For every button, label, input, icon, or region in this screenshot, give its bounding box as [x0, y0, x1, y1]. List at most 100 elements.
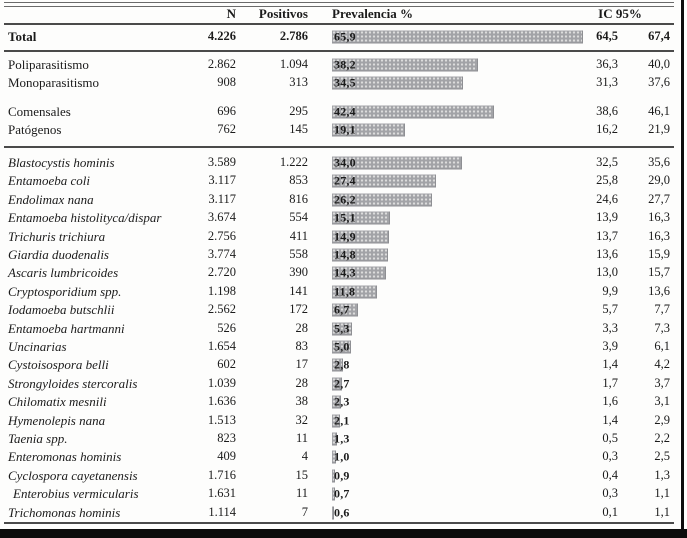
row-label: Enteromonas hominis	[8, 449, 122, 464]
ic-high-value: 29,0	[648, 173, 670, 187]
prevalence-value: 27,4	[334, 173, 356, 187]
positivos-value: 172	[289, 302, 308, 316]
ic-high-value: 35,6	[648, 155, 670, 169]
positivos-value: 32	[295, 413, 309, 427]
row-label: Monoparasitismo	[8, 75, 99, 90]
prevalence-value: 2,8	[334, 357, 350, 371]
positivos-value: 816	[289, 192, 308, 206]
positivos-value: 390	[289, 265, 308, 279]
prevalence-bar-area: 0,9	[332, 466, 594, 485]
ic-low-value: 13,7	[596, 229, 618, 243]
row-label: Cystoisospora belli	[8, 357, 109, 372]
column-header-positivos: Positivos	[258, 6, 308, 21]
prevalence-bar	[332, 303, 358, 316]
table-row: Cystoisospora belli 602 17 2,8 1,4 4,2	[0, 355, 687, 374]
ic-low-value: 1,4	[602, 357, 618, 371]
ic-high-value: 40,0	[648, 57, 670, 71]
ic-high-value: 16,3	[648, 229, 670, 243]
ic-low-value: 25,8	[596, 173, 618, 187]
n-value: 823	[217, 431, 236, 445]
ic-low-value: 3,3	[602, 321, 618, 335]
prevalence-bar	[332, 123, 405, 136]
ic-high-value: 3,7	[654, 376, 670, 390]
table-row: Entamoeba hartmanni 526 28 5,3 3,3 7,3	[0, 319, 687, 338]
prevalence-value: 2,3	[334, 394, 350, 408]
n-value: 908	[217, 75, 236, 89]
n-value: 1.716	[207, 468, 236, 482]
total-rule	[4, 50, 674, 52]
table-row: Monoparasitismo 908 313 34,5 31,3 37,6	[0, 73, 687, 92]
n-value: 696	[217, 104, 236, 118]
n-value: 2.562	[207, 302, 236, 316]
ic-low-value: 13,6	[596, 247, 618, 261]
prevalence-bar-area: 0,7	[332, 484, 594, 503]
row-label: Cyclospora cayetanensis	[8, 468, 138, 483]
positivos-value: 4	[301, 449, 308, 463]
ic-low-value: 3,9	[602, 339, 618, 353]
row-label: Endolimax nana	[8, 192, 94, 207]
positivos-value: 11	[295, 431, 308, 445]
ic-low-value: 1,4	[602, 413, 618, 427]
row-label: Total	[8, 29, 37, 44]
prevalence-bar	[332, 248, 388, 261]
prevalence-bar	[332, 432, 337, 445]
n-value: 2.862	[207, 57, 236, 71]
row-label: Cryptosporidium spp.	[8, 284, 122, 299]
ic-low-value: 13,0	[596, 265, 618, 279]
prevalence-value: 19,1	[334, 122, 356, 136]
ic-high-value: 6,1	[654, 339, 670, 353]
ic-low-value: 31,3	[596, 75, 618, 89]
table-row: Patógenos 762 145 19,1 16,2 21,9	[0, 120, 687, 139]
n-value: 3.589	[207, 155, 236, 169]
prevalence-bar-area: 14,3	[332, 263, 594, 282]
prevalence-bar-area: 19,1	[332, 120, 594, 139]
top-rule-2	[4, 6, 674, 7]
ic-low-value: 9,9	[602, 284, 618, 298]
row-label: Entamoeba hartmanni	[8, 321, 125, 336]
prevalence-bar	[332, 377, 342, 390]
prevalence-bar	[332, 105, 494, 118]
ic-high-value: 21,9	[648, 122, 670, 136]
ic-low-value: 64,5	[596, 29, 618, 43]
prevalence-bar-area: 65,9	[332, 27, 594, 46]
prevalence-bar	[332, 395, 341, 408]
header-rule	[4, 23, 674, 25]
ic-high-value: 27,7	[648, 192, 670, 206]
prevalence-value: 1,3	[334, 431, 350, 445]
ic-high-value: 15,7	[648, 265, 670, 279]
n-value: 526	[217, 321, 236, 335]
positivos-value: 141	[289, 284, 308, 298]
ic-low-value: 0,3	[602, 486, 618, 500]
prevalence-bar	[332, 414, 340, 427]
n-value: 602	[217, 357, 236, 371]
prevalence-value: 11,8	[334, 284, 356, 298]
prevalence-value: 2,7	[334, 376, 350, 390]
table-row: Chilomatix mesnili 1.636 38 2,3 1,6 3,1	[0, 392, 687, 411]
ic-high-value: 67,4	[648, 29, 670, 43]
positivos-value: 11	[295, 486, 308, 500]
prevalence-bar	[332, 450, 336, 463]
row-label: Comensales	[8, 104, 71, 119]
table-row: Entamoeba histolityca/dispar 3.674 554 1…	[0, 208, 687, 227]
positivos-value: 554	[289, 210, 308, 224]
row-label: Giardia duodenalis	[8, 247, 109, 262]
n-value: 3.117	[208, 192, 236, 206]
n-value: 1.654	[207, 339, 236, 353]
prevalence-value: 26,2	[334, 192, 356, 206]
positivos-value: 145	[289, 122, 308, 136]
prevalence-bar-area: 34,0	[332, 153, 594, 172]
ic-low-value: 32,5	[596, 155, 618, 169]
prevalence-bar	[332, 193, 432, 206]
ic-low-value: 16,2	[596, 122, 618, 136]
table-row: Taenia spp. 823 11 1,3 0,5 2,2	[0, 429, 687, 448]
prevalence-value: 2,1	[334, 413, 350, 427]
prevalence-value: 14,8	[334, 247, 356, 261]
row-label: Chilomatix mesnili	[8, 394, 107, 409]
row-label: Iodamoeba butschlii	[8, 302, 115, 317]
ic-high-value: 3,1	[654, 394, 670, 408]
row-label: Blastocystis hominis	[8, 155, 115, 170]
table-row: Trichomonas hominis 1.114 7 0,6 0,1 1,1	[0, 503, 687, 522]
prevalence-value: 0,9	[334, 468, 350, 482]
positivos-value: 2.786	[279, 29, 308, 43]
